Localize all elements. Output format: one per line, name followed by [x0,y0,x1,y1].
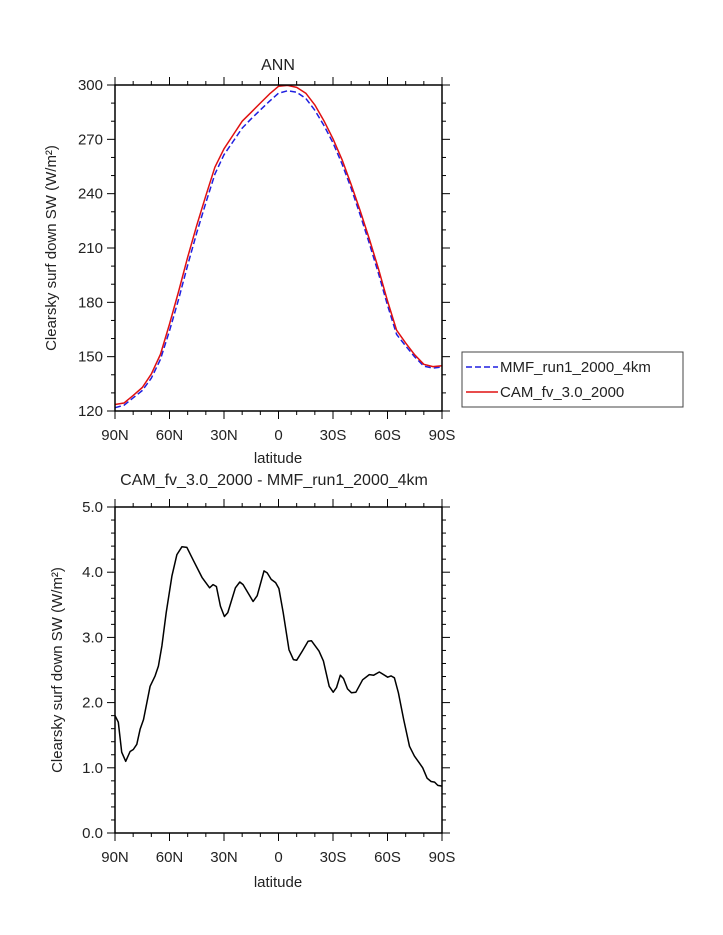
x-tick-label: 30S [320,427,347,444]
bottom-plot-frame [114,506,443,834]
bottom-chart: 90N 60N 30N 0 30S 60S 90S 0.0 1.0 2.0 3.0 4.0 5.0 [82,499,455,866]
series-line-difference [114,546,443,787]
y-tick-label: 180 [78,294,103,311]
y-tick-label: 1.0 [82,760,103,777]
x-tick-label: 30S [320,849,347,866]
x-tick-label: 90S [429,427,456,444]
x-tick-label: 60S [374,849,401,866]
top-chart-xlabel: latitude [254,450,302,467]
x-tick-label: 30N [210,849,238,866]
y-tick-label: 0.0 [82,825,103,842]
x-tick-label: 30N [210,427,238,444]
y-tick-label: 240 [78,186,103,203]
x-tick-label: 60N [156,427,184,444]
y-tick-label: 270 [78,131,103,148]
series-line-mmf-run1-2000-4km [114,90,443,409]
y-tick-label: 150 [78,349,103,366]
x-tick-label: 90S [429,849,456,866]
legend-label-cam: CAM_fv_3.0_2000 [500,384,624,401]
top-chart-title: ANN [261,57,295,74]
series-line-cam-fv-3-0-2000 [114,84,443,406]
y-tick-label: 4.0 [82,564,103,581]
y-tick-label: 2.0 [82,695,103,712]
top-chart: 90N 60N 30N 0 30S 60S 90S 120 150 180 210 240 270 300 [78,77,455,444]
y-tick-label: 3.0 [82,629,103,646]
y-tick-label: 120 [78,403,103,420]
bottom-chart-ylabel: Clearsky surf down SW (W/m²) [49,567,66,773]
x-tick-label: 0 [274,427,282,444]
x-tick-label: 0 [274,849,282,866]
legend-label-mmf: MMF_run1_2000_4km [500,359,651,376]
x-tick-label: 90N [101,849,129,866]
y-tick-label: 5.0 [82,499,103,516]
top-chart-ylabel: Clearsky surf down SW (W/m²) [43,145,60,351]
bottom-chart-title: CAM_fv_3.0_2000 - MMF_run1_2000_4km [120,472,428,489]
x-tick-label: 90N [101,427,129,444]
y-tick-label: 210 [78,240,103,257]
x-tick-label: 60S [374,427,401,444]
top-plot-frame [114,84,443,412]
x-tick-label: 60N [156,849,184,866]
legend-box [461,351,684,408]
bottom-chart-xlabel: latitude [254,874,302,891]
legend: MMF_run1_2000_4km CAM_fv_3.0_2000 [461,351,684,408]
y-tick-label: 300 [78,77,103,94]
